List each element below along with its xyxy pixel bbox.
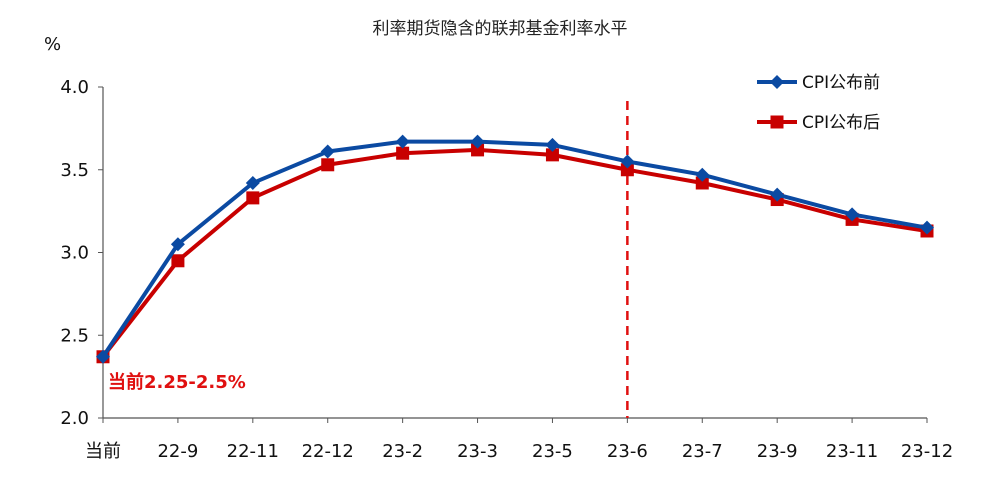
data-point [471, 143, 485, 157]
x-tick-label: 23-6 [607, 441, 648, 462]
y-tick-label: 3.5 [60, 160, 89, 181]
data-point [170, 237, 185, 252]
data-point [246, 191, 260, 205]
x-tick-label: 当前 [85, 441, 121, 462]
series-after-cpi [96, 143, 934, 364]
data-point [470, 134, 485, 149]
y-tick-label: 4.0 [60, 77, 89, 98]
data-point [845, 207, 860, 222]
data-point [545, 137, 560, 152]
legend: CPI公布前 CPI公布后 [757, 73, 880, 133]
series-line [101, 139, 928, 358]
x-tick-label: 23-9 [757, 441, 798, 462]
y-tick-label: 2.5 [60, 325, 89, 346]
legend-item: CPI公布后 [757, 113, 880, 133]
data-point [171, 254, 185, 268]
x-tick-label: 23-5 [532, 441, 573, 462]
y-tick-label: 3.0 [60, 243, 89, 264]
legend-item: CPI公布前 [757, 73, 880, 93]
data-point [245, 175, 260, 190]
data-point [695, 176, 709, 190]
legend-label: CPI公布后 [802, 113, 880, 133]
x-tick-label: 23-7 [682, 441, 723, 462]
data-point [620, 163, 634, 177]
current-rate-annotation: 当前2.25-2.5% [108, 371, 246, 393]
legend-marker [770, 75, 784, 89]
series-line [101, 147, 928, 358]
legend-label: CPI公布前 [802, 73, 880, 93]
y-tick-label: 2.0 [60, 408, 89, 429]
data-point [695, 167, 710, 182]
x-tick-label: 23-12 [901, 441, 953, 462]
data-point [620, 154, 635, 169]
data-point [396, 146, 410, 160]
x-tick-label: 22-11 [227, 441, 279, 462]
data-point [770, 187, 785, 202]
chart-title: 利率期货隐含的联邦基金利率水平 [373, 19, 628, 39]
current-rate-value: 2.25-2.5% [144, 372, 246, 393]
y-axis-unit: % [44, 34, 61, 55]
current-rate-prefix: 当前 [108, 371, 144, 393]
data-point [395, 134, 410, 149]
x-tick-label: 22-9 [157, 441, 198, 462]
data-point [545, 148, 559, 162]
data-point [96, 349, 110, 364]
data-point [321, 158, 335, 172]
x-tick-label: 23-11 [826, 441, 878, 462]
legend-marker [770, 115, 784, 129]
series-layer [96, 134, 934, 364]
x-tick-label: 22-12 [302, 441, 354, 462]
tick-labels: 2.0 2.5 3.0 3.5 4.0 当前 22-9 22-11 22-12 23-2 23-3 2… [60, 77, 953, 462]
x-tick-label: 23-2 [382, 441, 423, 462]
series-before-cpi [96, 134, 934, 364]
data-point [920, 220, 934, 235]
data-point [320, 144, 335, 159]
x-tick-label: 23-3 [457, 441, 498, 462]
